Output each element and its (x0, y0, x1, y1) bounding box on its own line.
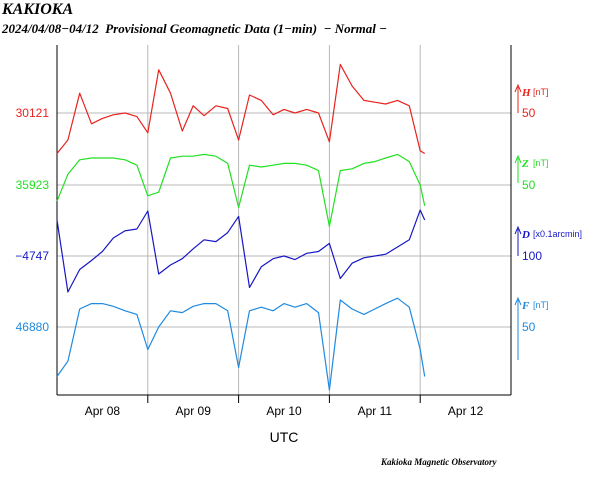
series-d-line (56, 209, 426, 293)
series-unit-h: [nT] (533, 87, 549, 97)
series-name-h: H (521, 87, 531, 99)
left-label-z: 35923 (16, 178, 50, 192)
series-z-line (56, 153, 426, 227)
x-tick-label: Apr 12 (448, 404, 484, 418)
chart-title: KAKIOKA (2, 1, 74, 18)
x-axis-label: UTC (270, 429, 299, 445)
series-name-d: D (521, 229, 530, 241)
series-f-line (56, 297, 426, 391)
x-tick-label: Apr 11 (358, 404, 393, 418)
arrow-head-icon (514, 154, 522, 164)
series-unit-d: [x0.1arcmin] (533, 229, 582, 239)
right-scale-h: 50 (522, 106, 536, 120)
observatory-credit: Kakioka Magnetic Observatory (381, 457, 497, 467)
arrow-head-icon (514, 296, 522, 306)
grid-layer (57, 45, 511, 395)
arrow-head-icon (514, 83, 522, 93)
x-tick-label: Apr 09 (176, 404, 212, 418)
axes-layer (56, 45, 512, 403)
series-unit-f: [nT] (533, 300, 549, 310)
left-label-h: 30121 (16, 106, 50, 120)
x-tick-label: Apr 08 (85, 404, 121, 418)
right-scale-f: 50 (522, 320, 536, 334)
series-unit-z: [nT] (533, 158, 549, 168)
right-scale-d: 100 (522, 249, 542, 263)
series-h-line (56, 63, 426, 155)
series-layer (56, 63, 426, 391)
labels-layer: Apr 08 Apr 09 Apr 10 Apr 11 Apr 12 UTC 30121 50… (15, 83, 582, 445)
right-scale-z: 50 (522, 178, 536, 192)
x-tick-label: Apr 10 (266, 404, 302, 418)
left-label-f: 46880 (16, 320, 50, 334)
chart-subtitle: 2024/04/08−04/12 Provisional Geomagnetic… (2, 21, 388, 36)
left-label-d: −4747 (15, 249, 49, 263)
arrow-head-icon (514, 225, 522, 235)
series-name-f: F (521, 300, 530, 312)
series-name-z: Z (521, 158, 529, 170)
